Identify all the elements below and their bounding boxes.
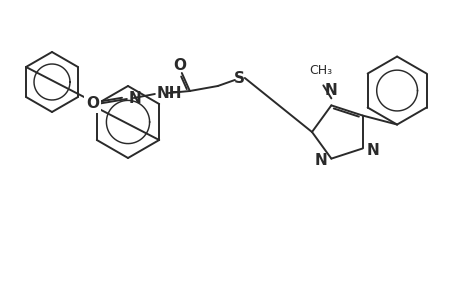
- Text: N: N: [324, 83, 337, 98]
- Text: N: N: [129, 91, 141, 106]
- Text: O: O: [86, 96, 99, 111]
- Text: S: S: [234, 70, 245, 86]
- Text: O: O: [173, 58, 186, 73]
- Text: CH₃: CH₃: [308, 64, 331, 77]
- Text: N: N: [314, 153, 327, 168]
- Text: N: N: [366, 143, 379, 158]
- Text: NH: NH: [157, 85, 182, 100]
